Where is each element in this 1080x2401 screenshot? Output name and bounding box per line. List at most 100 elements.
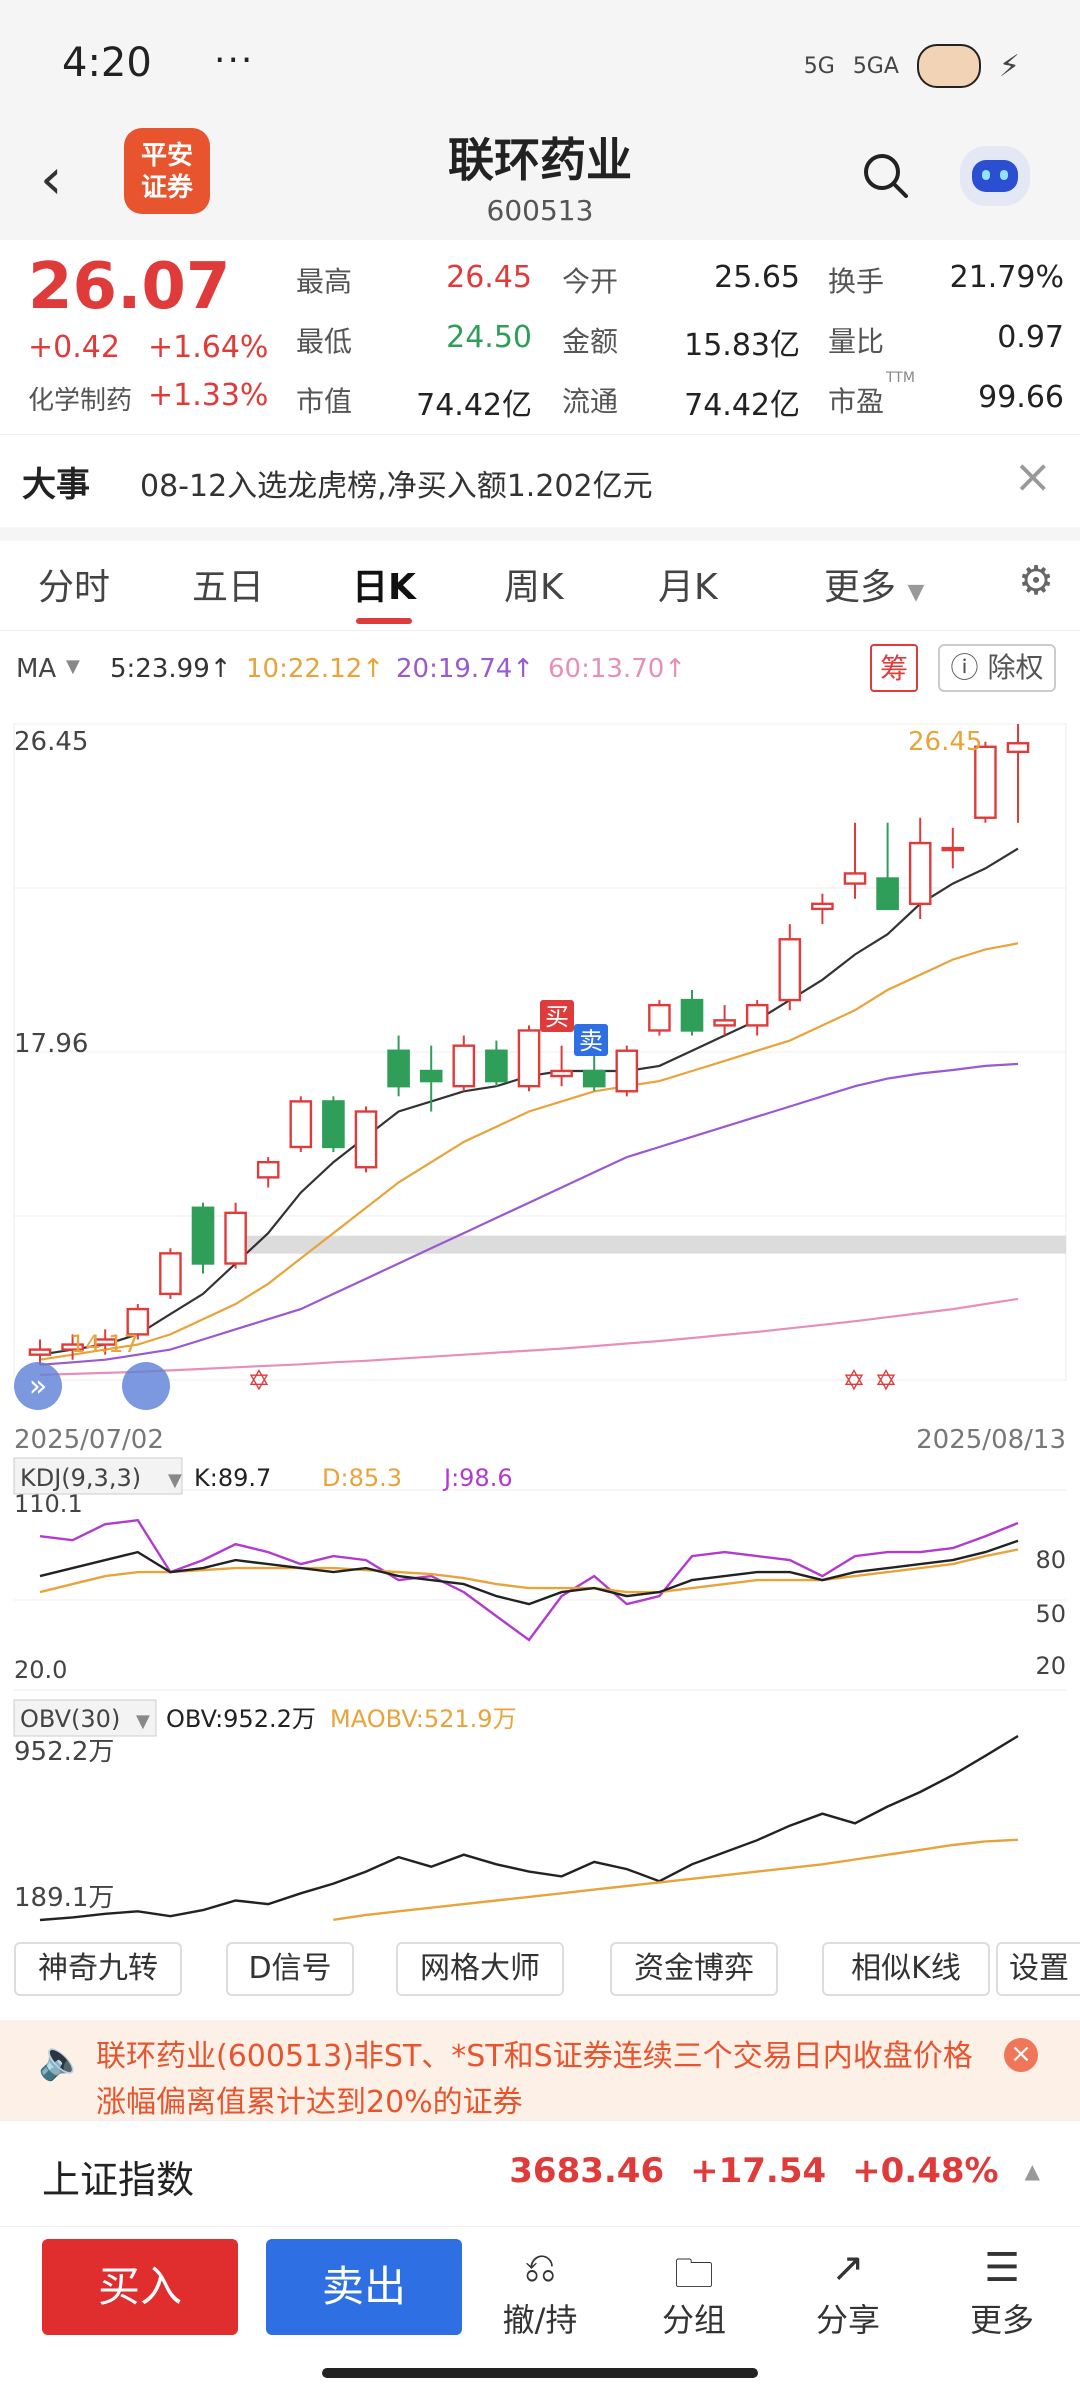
- candle-body: [485, 1049, 508, 1083]
- index-values: 3683.46 +17.54 +0.48% ▲: [509, 2151, 1040, 2191]
- date-start-label: 2025/07/02: [14, 1425, 164, 1455]
- tool-grid-master[interactable]: 网格大师: [396, 1942, 564, 1996]
- nine-turn-star-icon: ✡: [874, 1364, 897, 1397]
- more-button[interactable]: ☰ 更多: [942, 2245, 1062, 2341]
- search-icon[interactable]: [860, 150, 910, 200]
- sell-button[interactable]: 卖出: [266, 2239, 462, 2335]
- pe-ttm-sup: TTM: [886, 370, 915, 386]
- candle-body: [419, 1069, 443, 1083]
- group-label: 分组: [661, 2301, 726, 2339]
- tab-intraday[interactable]: 分时: [38, 567, 111, 608]
- candle-body: [1006, 742, 1030, 754]
- news-tag: 大事: [22, 465, 90, 505]
- amount-value: 15.83亿: [684, 328, 800, 363]
- mcap-label: 市值: [296, 385, 353, 418]
- buy-tag: 买: [545, 1003, 569, 1031]
- index-ticker[interactable]: 上证指数 3683.46 +17.54 +0.48% ▲: [0, 2120, 1080, 2225]
- fullscreen-icon: [122, 1362, 170, 1410]
- ma60-line: [39, 1297, 1019, 1376]
- active-tab-indicator: [356, 618, 412, 624]
- maobv-value: MAOBV:521.9万: [330, 1705, 517, 1733]
- group-button[interactable]: 🗀 分组: [634, 2245, 754, 2341]
- last-price: 26.07: [28, 250, 231, 324]
- charging-icon: ⚡: [998, 48, 1020, 84]
- tool-fund-game[interactable]: 资金博弈: [610, 1942, 778, 1996]
- ma20-value: 20:19.74↑: [396, 654, 535, 684]
- stock-code: 600513: [486, 194, 594, 227]
- buy-button[interactable]: 买入: [42, 2239, 238, 2335]
- candle-body: [745, 1003, 769, 1027]
- index-change: +17.54: [690, 2151, 827, 2191]
- ma-label: MA: [16, 654, 57, 684]
- kdj-ymin-label: 20.0: [14, 1656, 67, 1684]
- candle-body: [974, 745, 997, 819]
- low-value: 24.50: [446, 320, 532, 355]
- status-more-icon: ···: [214, 40, 255, 81]
- tab-daily-k[interactable]: 日K: [352, 567, 416, 608]
- broker-logo: 平安 证券: [124, 128, 210, 214]
- ma-legend[interactable]: MA ▼ 5:23.99↑ 10:22.12↑ 20:19.74↑ 60:13.…: [0, 644, 1080, 694]
- turnover-value: 21.79%: [949, 260, 1064, 295]
- back-icon[interactable]: ‹: [40, 147, 63, 212]
- status-time: 4:20: [62, 40, 152, 86]
- ex-rights-button[interactable]: ⓘ 除权: [938, 644, 1056, 692]
- candle-body: [517, 1029, 541, 1088]
- plot-frame: [13, 723, 1067, 1381]
- candle-body: [289, 1100, 313, 1149]
- pe-value: 99.66: [978, 380, 1064, 415]
- risk-notice[interactable]: 🔈 联环药业(600513)非ST、*ST和S证券连续三个交易日内收盘价格涨幅偏…: [0, 2020, 1080, 2120]
- ex-rights-label: 除权: [987, 651, 1044, 684]
- news-text[interactable]: 08-12入选龙虎榜,净买入额1.202亿元: [140, 469, 653, 504]
- tool-similar-k[interactable]: 相似K线: [822, 1942, 990, 1996]
- more-label: 更多: [969, 2301, 1034, 2339]
- share-icon: ↗: [831, 2245, 865, 2291]
- volratio-value: 0.97: [997, 320, 1064, 355]
- share-button[interactable]: ↗ 分享: [788, 2245, 908, 2341]
- candle-body: [582, 1069, 606, 1088]
- close-icon[interactable]: ×: [1004, 2038, 1038, 2072]
- tab-weekly-k[interactable]: 周K: [504, 567, 564, 608]
- share-label: 分享: [815, 2301, 880, 2339]
- kline-chart[interactable]: 26.45 17.96 26.45 14.17 2025/07/02 2025/08/13…: [0, 700, 1080, 1940]
- home-indicator[interactable]: [322, 2368, 758, 2378]
- close-icon[interactable]: ×: [1013, 449, 1052, 503]
- menu-icon: ☰: [984, 2245, 1020, 2291]
- quote-panel: 26.07 +0.42 +1.64% 化学制药 +1.33% 最高 26.45 …: [0, 240, 1080, 432]
- news-bar[interactable]: 大事 08-12入选龙虎榜,净买入额1.202亿元 ×: [0, 434, 1080, 541]
- tool-magic-nine[interactable]: 神奇九转: [14, 1942, 182, 1996]
- chart-tabs: 分时 五日 日K 周K 月K 更多 ▼ ⚙: [0, 540, 1080, 631]
- cancel-hold-button[interactable]: ⎌ 撤/持: [480, 2245, 600, 2341]
- kdj-ymax-label: 110.1: [14, 1490, 83, 1518]
- chip-distribution-button[interactable]: 筹: [870, 644, 918, 692]
- candle-body: [159, 1252, 182, 1296]
- avatar-icon: [916, 44, 981, 88]
- obv-selector-bg: [13, 1699, 157, 1737]
- kdj-50-label: 50: [1035, 1600, 1066, 1628]
- candle-body: [354, 1110, 378, 1169]
- chevron-down-icon: ▼: [168, 1470, 182, 1491]
- gear-icon[interactable]: ⚙: [1018, 558, 1054, 604]
- high-value: 26.45: [446, 260, 532, 295]
- tab-more[interactable]: 更多 ▼: [824, 558, 924, 610]
- ma5-value: 5:23.99↑: [110, 654, 232, 684]
- speaker-icon: 🔈: [38, 2038, 86, 2082]
- caret-up-icon: ▲: [1024, 2159, 1040, 2183]
- kdj-j-value: J:98.6: [442, 1464, 513, 1492]
- price-change: +0.42: [28, 330, 120, 365]
- candle-body: [615, 1049, 639, 1093]
- assistant-robot-icon[interactable]: [960, 146, 1030, 206]
- sector-name[interactable]: 化学制药: [28, 386, 133, 416]
- tool-d-signal[interactable]: D信号: [226, 1942, 354, 1996]
- high-label: 最高: [296, 265, 353, 298]
- float-label: 流通: [562, 385, 619, 418]
- chevron-down-icon: ▼: [907, 580, 925, 605]
- candle-body: [876, 877, 899, 911]
- tool-settings[interactable]: 设置: [996, 1942, 1080, 1996]
- tab-monthly-k[interactable]: 月K: [658, 567, 718, 608]
- kdj-selector-bg: [13, 1457, 183, 1495]
- tab-five-day[interactable]: 五日: [192, 567, 265, 608]
- candle-body: [680, 998, 704, 1032]
- candle-body: [61, 1343, 84, 1351]
- ma10-value: 10:22.12↑: [246, 654, 385, 684]
- sell-tag-bg: [574, 1024, 608, 1056]
